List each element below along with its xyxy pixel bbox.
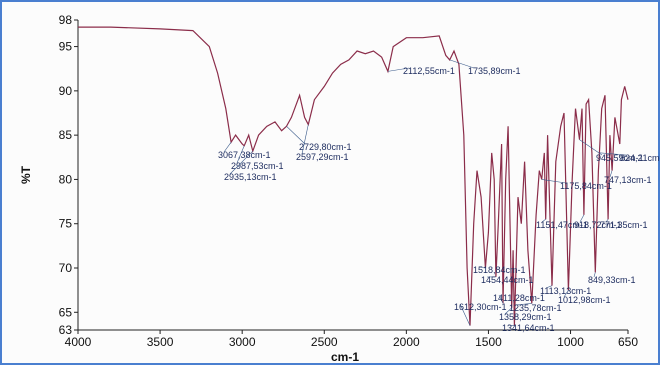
annotation-leader [541, 219, 546, 223]
y-tick-label: 85 [59, 128, 73, 142]
annotation-label: 1012,98cm-1 [558, 295, 611, 305]
x-tick-label: 4000 [65, 335, 92, 349]
annotation-leader [387, 67, 410, 72]
annotation-leader [223, 142, 232, 153]
annotation-leader [498, 294, 504, 304]
x-tick-label: 2000 [393, 335, 420, 349]
x-tick-label: 3500 [147, 335, 174, 349]
y-tick-label: 95 [59, 40, 73, 54]
annotation-label: 2729,80cm-1 [299, 142, 352, 152]
annotation-leader [459, 303, 471, 326]
annotation-leader [236, 145, 245, 164]
x-tick-label: 650 [618, 335, 638, 349]
annotation-label: 1175,84cm-1 [560, 181, 612, 191]
annotation-label: 1411,28cm-1 [493, 293, 545, 303]
annotation-leader [229, 150, 254, 175]
annotation-leader [593, 272, 596, 278]
annotation-label: 849,33cm-1 [588, 275, 636, 285]
spectrum-line [78, 26, 629, 326]
annotation-label: 2987,53cm-1 [231, 161, 284, 171]
annotation-leader [599, 152, 627, 156]
annotation-leader [301, 124, 309, 155]
annotation-leader [605, 219, 609, 223]
annotation-label: 945,59cm-1 [596, 153, 644, 163]
annotation-label: 1113,13cm-1 [540, 286, 591, 296]
annotation-label: 1735,89cm-1 [468, 66, 521, 76]
annotation-leader [545, 285, 553, 289]
y-tick-label: 90 [59, 84, 73, 98]
y-tick-label: 70 [59, 261, 73, 275]
annotation-leader [579, 139, 603, 156]
annotation-label: 1151,47cm-1 [536, 220, 588, 230]
annotation-label: 824,21cm-1 [620, 153, 660, 163]
y-tick-label: 75 [59, 217, 73, 231]
annotation-leader [449, 59, 475, 69]
annotation-label: 771,35cm-1 [600, 220, 648, 230]
y-axis-label: %T [19, 165, 33, 184]
y-tick-label: 98 [59, 13, 73, 27]
annotation-label: 2597,29cm-1 [296, 152, 349, 162]
annotation-label: 918,72cm-1 [574, 220, 622, 230]
annotation-leader [609, 170, 613, 178]
annotation-label: 1518,84cm-1 [473, 265, 526, 275]
y-tick-label: 63 [59, 323, 73, 337]
annotation-leader [507, 324, 515, 326]
y-tick-label: 80 [59, 172, 73, 186]
x-tick-label: 1000 [557, 335, 584, 349]
annotation-label: 1341,64cm-1 [502, 323, 555, 333]
annotation-leader [541, 179, 567, 184]
annotation-label: 1235,78cm-1 [509, 303, 562, 313]
annotation-leader [579, 214, 585, 223]
x-tick-label: 3000 [229, 335, 256, 349]
annotation-label: 1454,44cm-1 [481, 275, 534, 285]
x-tick-label: 2500 [311, 335, 338, 349]
annotation-label: 747,13cm-1 [604, 175, 652, 185]
annotation-label: 2935,13cm-1 [224, 172, 277, 182]
annotation-label: 1358,29cm-1 [499, 312, 552, 322]
annotation-leader [514, 303, 532, 306]
annotation-label: 3067,38cm-1 [218, 150, 271, 160]
annotation-leader [478, 266, 486, 269]
x-axis-label: cm-1 [331, 350, 359, 364]
y-tick-label: 65 [59, 305, 73, 319]
x-tick-label: 1500 [475, 335, 502, 349]
annotation-label: 1612,30cm-1 [454, 302, 507, 312]
annotation-leader [504, 307, 512, 315]
annotation-leader [563, 289, 569, 298]
annotation-leader [286, 126, 306, 145]
annotation-label: 2112,55cm-1 [403, 66, 455, 76]
